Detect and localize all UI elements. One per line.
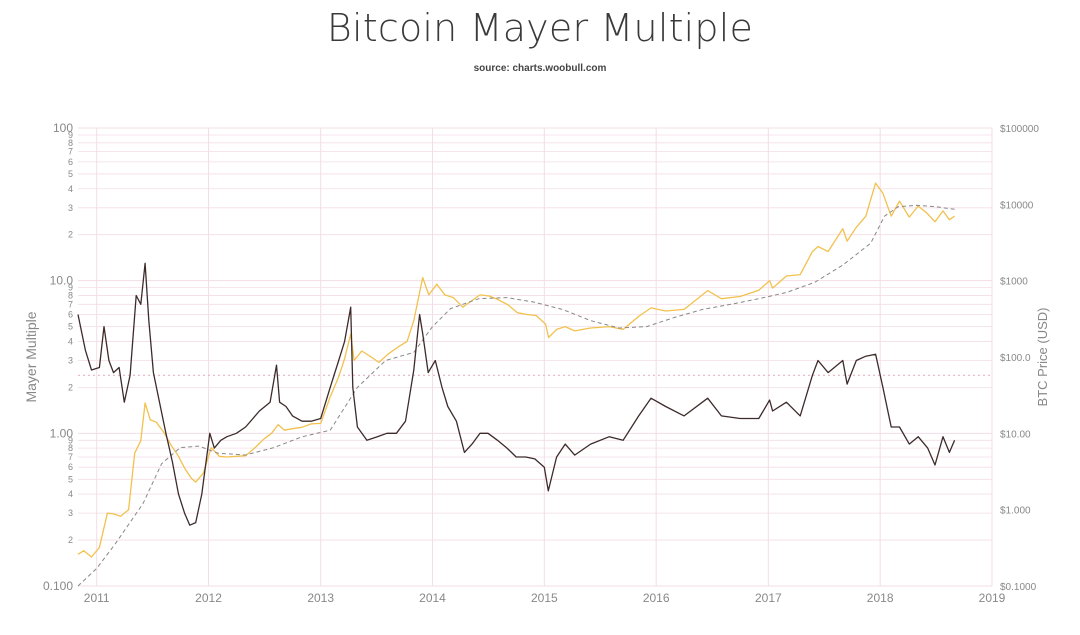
y-left-major-tick: 10.0: [50, 274, 74, 288]
y-left-minor-tick: 9: [68, 435, 73, 445]
y-left-minor-tick: 8: [68, 290, 73, 300]
y-left-major-tick: 0.100: [43, 579, 73, 593]
y-left-minor-tick: 6: [68, 462, 73, 472]
y-left-minor-tick: 4: [68, 336, 73, 346]
x-tick-label: 2012: [195, 591, 222, 605]
y-left-minor-tick: 5: [68, 322, 73, 332]
y-right-tick: $1000: [1000, 277, 1028, 288]
y-left-minor-tick: 8: [68, 443, 73, 453]
y-left-minor-tick: 7: [68, 452, 73, 462]
y-left-minor-tick: 8: [68, 138, 73, 148]
y-left-minor-tick: 9: [68, 130, 73, 140]
x-tick-label: 2018: [867, 591, 894, 605]
y-left-minor-tick: 5: [68, 169, 73, 179]
x-tick-label: 2017: [755, 591, 782, 605]
y-right-tick: $1.000: [1000, 506, 1031, 517]
grid-layer: [78, 127, 993, 587]
y-left-minor-tick: 6: [68, 310, 73, 320]
y-left-minor-tick: 7: [68, 147, 73, 157]
x-tick-label: 2011: [84, 591, 110, 605]
y-left-major-tick: 100: [53, 121, 73, 135]
chart-title: Bitcoin Mayer Multiple: [326, 6, 754, 50]
y-axis-left-title: Mayer Multiple: [23, 311, 39, 402]
y-left-minor-tick: 4: [68, 184, 73, 194]
y-axis-right-title: BTC Price (USD): [1035, 308, 1050, 407]
x-tick-label: 2019: [979, 591, 1006, 605]
y-left-minor-tick: 3: [68, 508, 73, 518]
y-left-minor-tick: 2: [68, 230, 73, 240]
x-tick-label: 2014: [419, 591, 446, 605]
series-layer: [77, 182, 956, 587]
y-left-minor-tick: 2: [68, 382, 73, 392]
y-left-minor-tick: 5: [68, 474, 73, 484]
y-left-major-tick: 1.00: [50, 426, 74, 440]
y-right-tick: $10.00: [1000, 429, 1031, 440]
y-right-tick: $0.1000: [1000, 582, 1037, 593]
x-tick-label: 2016: [643, 591, 670, 605]
y-right-tick: $100000: [1000, 124, 1039, 135]
x-tick-label: 2015: [531, 591, 558, 605]
y-left-minor-tick: 9: [68, 283, 73, 293]
series-line-price: [77, 182, 955, 558]
chart-subtitle: source: charts.woobull.com: [473, 63, 607, 74]
ticks-layer: 2011 2012 2013 2014 2015 2016 2017 2018 2019 100 1…: [43, 121, 1039, 605]
y-right-tick: $10000: [1000, 200, 1034, 211]
y-left-minor-tick: 2: [68, 535, 73, 545]
x-tick-label: 2013: [307, 591, 334, 605]
y-left-minor-tick: 4: [68, 489, 73, 499]
series-line-ma200: [77, 204, 955, 587]
y-left-minor-tick: 6: [68, 157, 73, 167]
y-left-minor-tick: 7: [68, 299, 73, 309]
y-left-minor-tick: 3: [68, 355, 73, 365]
series-line-mayer: [77, 262, 956, 526]
y-right-tick: $100.0: [1000, 353, 1031, 364]
y-left-minor-tick: 3: [68, 203, 73, 213]
